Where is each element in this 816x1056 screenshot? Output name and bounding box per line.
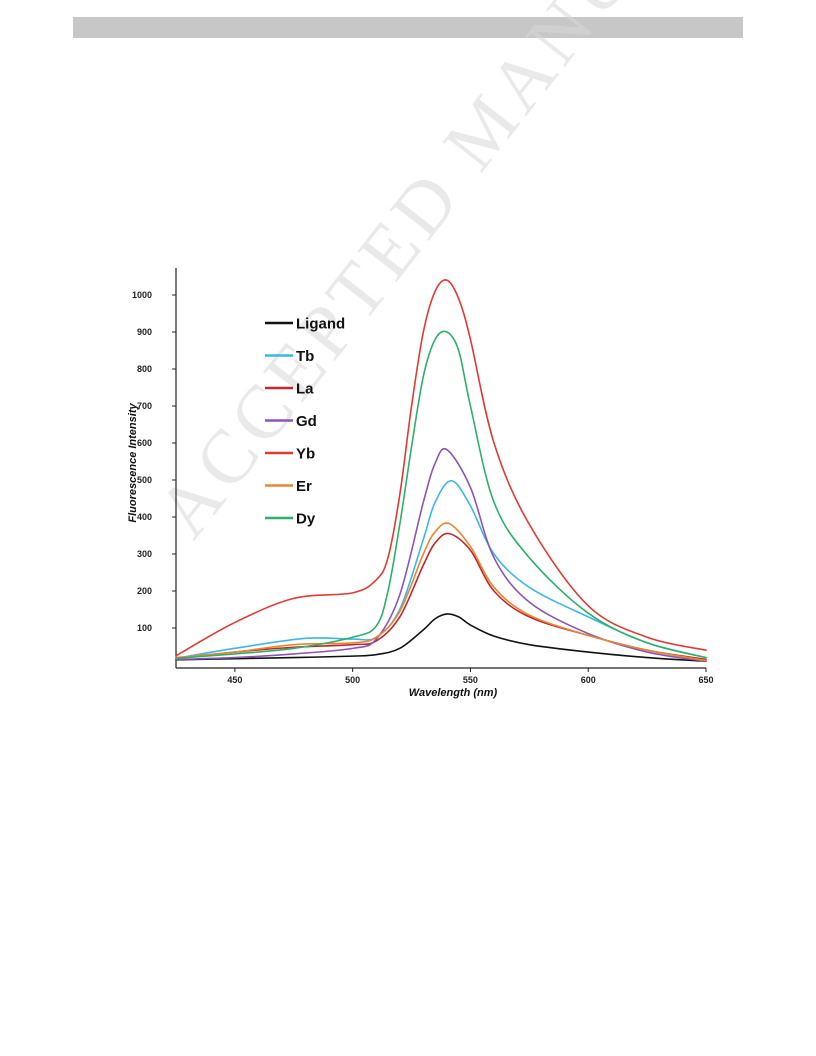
page-header-bar [73, 17, 743, 38]
legend-label: Dy [296, 511, 316, 528]
y-tick-label: 800 [137, 364, 152, 374]
x-tick-label: 450 [227, 675, 242, 685]
y-tick-label: 500 [137, 475, 152, 485]
y-tick-label: 600 [137, 438, 152, 448]
series-line-dy [175, 330, 707, 660]
legend-item-ligand: Ligand [265, 316, 345, 333]
series-line-yb [175, 279, 707, 657]
y-tick-label: 900 [137, 327, 152, 337]
legend-item-yb: Yb [265, 446, 315, 463]
y-tick-label: 200 [137, 586, 152, 596]
legend-item-la: La [265, 381, 314, 398]
series-line-er [175, 522, 707, 662]
y-tick-label: 100 [137, 623, 152, 633]
series-line-la [175, 532, 707, 661]
legend-item-tb: Tb [265, 348, 314, 365]
x-tick-label: 500 [345, 675, 360, 685]
legend-label: Yb [296, 446, 315, 463]
y-tick-label: 400 [137, 512, 152, 522]
legend-label: Tb [296, 348, 314, 365]
legend-item-dy: Dy [265, 511, 316, 528]
x-axis-ticks: 450 500 550 600 650 [227, 668, 714, 685]
x-tick-label: 650 [698, 675, 713, 685]
y-axis-ticks: 100 200 300 400 500 600 700 800 900 1000 [132, 290, 176, 633]
legend-item-gd: Gd [265, 413, 317, 430]
legend-label: Er [296, 478, 312, 495]
x-tick-label: 600 [581, 675, 596, 685]
legend-label: Gd [296, 413, 317, 430]
x-tick-label: 550 [463, 675, 478, 685]
legend-label: La [296, 381, 314, 398]
y-axis-label: Fluorescence Intensity [127, 403, 139, 523]
chart-axes [175, 268, 706, 669]
series-line-tb [175, 479, 707, 660]
y-tick-label: 1000 [132, 290, 152, 300]
x-axis-label: Wavelength (nm) [409, 687, 498, 699]
series-line-ligand [175, 613, 707, 663]
legend-item-er: Er [265, 478, 312, 495]
series-lines [175, 279, 707, 663]
y-tick-label: 700 [137, 401, 152, 411]
chart-legend: Ligand Tb La Gd Yb Er Dy [265, 316, 345, 528]
series-line-gd [175, 447, 707, 663]
legend-label: Ligand [296, 316, 345, 333]
y-tick-label: 300 [137, 549, 152, 559]
